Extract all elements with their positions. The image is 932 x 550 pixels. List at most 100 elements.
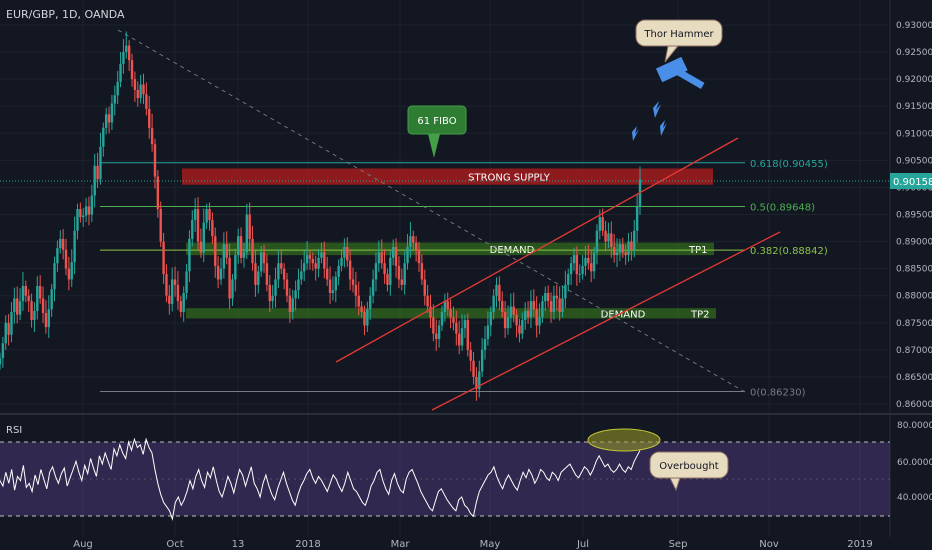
candle-body <box>314 263 317 269</box>
candle-body <box>406 246 409 264</box>
candle-body <box>526 310 530 318</box>
candle-body <box>27 295 30 302</box>
candle-body <box>130 60 134 80</box>
candle-body <box>397 265 401 280</box>
candle-body <box>16 298 19 315</box>
time-axis[interactable]: Aug Oct 13 2018 Mar May Jul Sep Nov 2019 <box>73 539 872 550</box>
candle-body <box>205 209 208 223</box>
candle-body <box>435 333 438 340</box>
candle-body <box>472 360 475 377</box>
candle-body <box>179 301 183 312</box>
candle-body <box>572 255 576 264</box>
symbol-header[interactable]: EUR/GBP, 1D, OANDA <box>6 8 125 21</box>
candle-body <box>297 279 300 291</box>
candle-body <box>466 320 470 350</box>
candle-body <box>541 301 544 318</box>
candle-body <box>501 301 504 312</box>
callout-61-fibo: 61 FIBO <box>407 105 467 158</box>
candle-body <box>621 244 624 253</box>
time-tick-label: 2019 <box>847 539 872 550</box>
candle-body <box>627 241 630 256</box>
candle-body <box>391 246 395 258</box>
candle-body <box>219 268 223 280</box>
candle-body <box>265 263 269 285</box>
price-tick-label: 0.91500 <box>896 102 932 112</box>
candle-body <box>400 279 403 285</box>
rsi-indicator-label[interactable]: RSI <box>6 425 23 436</box>
zone-label: DEMAND <box>601 309 646 320</box>
candle-body <box>346 246 349 261</box>
candle-body <box>323 252 326 269</box>
candle-body <box>193 209 197 220</box>
time-tick-label: Sep <box>669 539 688 550</box>
candle-body <box>64 249 68 269</box>
candle-body <box>460 328 464 346</box>
candle-body <box>274 279 277 296</box>
candle-body <box>191 219 194 239</box>
candle-body <box>225 244 228 258</box>
candle-body <box>486 325 490 340</box>
price-tick-label: 0.92000 <box>896 75 932 85</box>
candle-body <box>592 252 596 272</box>
candle-body <box>386 274 389 285</box>
candle-body <box>524 310 527 321</box>
candle-body <box>394 246 398 266</box>
zone-label: STRONG SUPPLY <box>468 173 551 184</box>
candle-body <box>590 263 593 272</box>
fib-label: 0.618(0.90455) <box>750 159 828 170</box>
candle-body <box>440 311 444 326</box>
rsi-tick-80: 80.0000 <box>897 421 932 431</box>
candle-body <box>262 252 266 264</box>
candle-body <box>259 252 263 272</box>
candle-body <box>7 322 10 335</box>
candle-body <box>581 265 584 275</box>
zone-rect <box>186 242 714 256</box>
candle-body <box>277 263 280 280</box>
candle-body <box>515 314 518 326</box>
candle-body <box>567 274 570 285</box>
rsi-line <box>0 437 641 521</box>
price-tick-label: 0.86500 <box>896 373 932 383</box>
candle-body <box>331 290 335 294</box>
time-tick-label: Aug <box>73 539 93 550</box>
candle-body <box>371 279 375 296</box>
price-axis[interactable]: 0.93000 0.92500 0.92000 0.91500 0.91000 0.905… <box>896 21 932 410</box>
candle-body <box>429 306 432 318</box>
candle-body <box>417 249 421 264</box>
candle-body <box>251 238 254 264</box>
price-tick-label: 0.88000 <box>896 292 932 302</box>
candle-body <box>99 146 102 180</box>
candle-body <box>532 301 536 310</box>
candle-body <box>366 309 369 326</box>
candle-body <box>248 214 251 239</box>
candle-body <box>635 206 639 231</box>
candle-body <box>125 45 128 53</box>
candle-body <box>535 309 538 326</box>
candle-body <box>498 284 501 302</box>
candle-body <box>110 103 114 123</box>
price-tick-label: 0.88500 <box>896 265 932 275</box>
candle-body <box>133 79 137 90</box>
candle-body <box>280 263 283 269</box>
candle-body <box>569 263 573 275</box>
candle-body <box>70 262 73 280</box>
candle-body <box>242 252 246 258</box>
candle-body <box>104 114 108 128</box>
candle-body <box>214 236 217 266</box>
candle-body <box>354 284 358 296</box>
candle-body <box>595 230 599 253</box>
candle-body <box>199 241 203 253</box>
candle-body <box>633 230 636 250</box>
candle-body <box>325 268 329 280</box>
candle-body <box>311 258 315 264</box>
candle-body <box>291 298 294 312</box>
candle-body <box>561 298 564 312</box>
candle-body <box>202 222 205 253</box>
candle-body <box>604 230 607 242</box>
candle-body <box>305 255 309 264</box>
price-tick-label: 0.89500 <box>896 211 932 221</box>
candle-body <box>10 311 13 335</box>
candle-body <box>50 289 53 310</box>
candle-body <box>618 244 622 253</box>
